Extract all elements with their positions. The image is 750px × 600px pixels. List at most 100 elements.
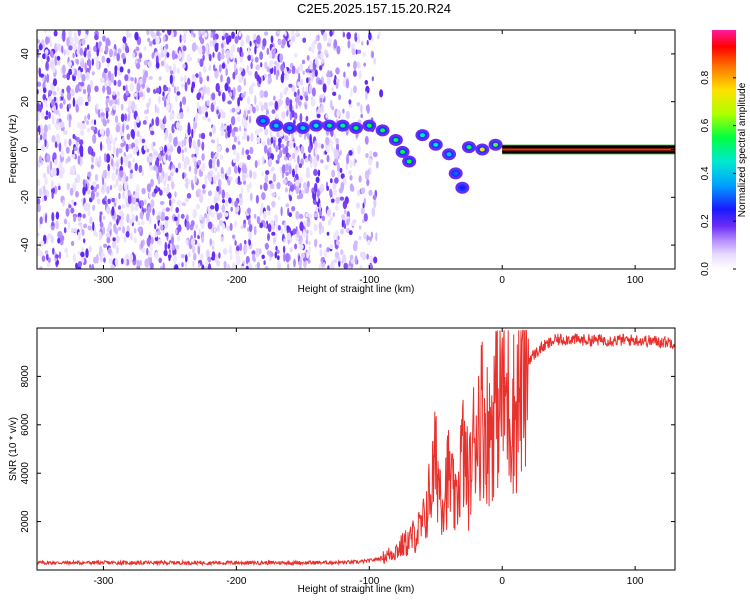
noise-dot xyxy=(204,32,208,38)
noise-dot xyxy=(165,207,170,212)
noise-dot xyxy=(124,74,129,82)
noise-dot xyxy=(122,190,125,200)
noise-dot xyxy=(217,178,222,188)
noise-dot xyxy=(356,102,361,107)
noise-dot xyxy=(102,119,108,127)
noise-dot xyxy=(98,41,102,47)
noise-dot xyxy=(322,261,326,268)
noise-dot xyxy=(115,124,121,133)
noise-dot xyxy=(133,120,137,129)
noise-dot xyxy=(238,195,243,206)
noise-dot xyxy=(165,128,169,139)
noise-dot xyxy=(358,225,362,230)
noise-dot xyxy=(301,252,305,259)
noise-dot xyxy=(265,170,270,175)
noise-dot xyxy=(292,228,297,235)
noise-dot xyxy=(233,126,238,132)
signal-point xyxy=(453,171,459,176)
noise-dot xyxy=(282,178,287,185)
noise-dot xyxy=(120,258,124,265)
noise-dot xyxy=(275,249,280,254)
noise-dot xyxy=(219,154,224,160)
noise-dot xyxy=(173,216,178,222)
noise-dot xyxy=(69,187,74,196)
noise-dot xyxy=(273,139,276,148)
noise-dot xyxy=(307,259,311,264)
noise-dot xyxy=(364,135,369,145)
noise-dot xyxy=(210,205,215,210)
noise-dot xyxy=(106,206,111,215)
noise-dot xyxy=(76,59,79,65)
signal-point xyxy=(380,128,386,133)
noise-dot xyxy=(226,36,230,45)
noise-dot xyxy=(188,165,192,172)
noise-dot xyxy=(179,34,182,44)
noise-dot xyxy=(59,121,65,128)
noise-dot xyxy=(95,232,98,238)
noise-dot xyxy=(225,49,230,60)
noise-dot xyxy=(105,110,109,120)
noise-dot xyxy=(164,219,169,229)
noise-dot xyxy=(336,240,340,246)
noise-dot xyxy=(206,44,209,53)
noise-dot xyxy=(182,153,185,163)
noise-dot xyxy=(313,224,318,232)
noise-dot xyxy=(267,210,271,216)
noise-dot xyxy=(135,145,139,153)
noise-dot xyxy=(217,145,222,152)
noise-dot xyxy=(313,169,318,176)
noise-dot xyxy=(51,191,54,200)
noise-dot xyxy=(55,211,60,220)
noise-dot xyxy=(70,240,75,246)
noise-dot xyxy=(148,191,152,199)
noise-dot xyxy=(247,207,251,215)
noise-dot xyxy=(248,263,253,269)
noise-dot xyxy=(115,178,119,187)
noise-dot xyxy=(291,65,296,75)
noise-dot xyxy=(226,193,231,198)
noise-dot xyxy=(175,207,179,213)
noise-dot xyxy=(112,138,116,146)
noise-dot xyxy=(37,48,40,53)
noise-dot xyxy=(92,204,96,211)
noise-dot xyxy=(44,49,49,55)
noise-dot xyxy=(243,219,246,224)
noise-dot xyxy=(127,68,131,74)
noise-dot xyxy=(248,223,253,233)
noise-dot xyxy=(244,239,247,245)
noise-dot xyxy=(208,159,213,169)
noise-dot xyxy=(288,181,293,186)
noise-dot xyxy=(107,119,110,124)
noise-dot xyxy=(298,163,302,169)
noise-dot xyxy=(333,149,339,159)
noise-dot xyxy=(107,86,111,95)
noise-dot xyxy=(57,237,61,244)
noise-dot xyxy=(107,70,112,79)
noise-dot xyxy=(299,264,302,269)
noise-dot xyxy=(350,259,355,264)
noise-dot xyxy=(50,41,53,48)
noise-dot xyxy=(259,89,265,99)
noise-dot xyxy=(289,99,293,105)
noise-dot xyxy=(368,158,373,166)
noise-dot xyxy=(221,204,226,213)
noise-dot xyxy=(125,45,129,54)
noise-dot xyxy=(50,235,54,244)
noise-dot xyxy=(371,51,375,59)
noise-dot xyxy=(335,196,340,204)
noise-dot xyxy=(209,131,213,137)
noise-dot xyxy=(170,168,176,174)
noise-dot xyxy=(213,155,216,163)
noise-dot xyxy=(225,68,228,76)
noise-dot xyxy=(197,92,202,99)
noise-dot xyxy=(180,253,185,259)
signal-point xyxy=(300,125,306,130)
noise-dot xyxy=(195,203,201,210)
signal-point xyxy=(459,185,465,190)
spectrogram-dots xyxy=(37,30,385,269)
noise-dot xyxy=(302,86,305,97)
noise-dot xyxy=(130,232,133,241)
noise-dot xyxy=(125,84,128,92)
noise-dot xyxy=(186,220,190,231)
noise-dot xyxy=(332,188,337,196)
